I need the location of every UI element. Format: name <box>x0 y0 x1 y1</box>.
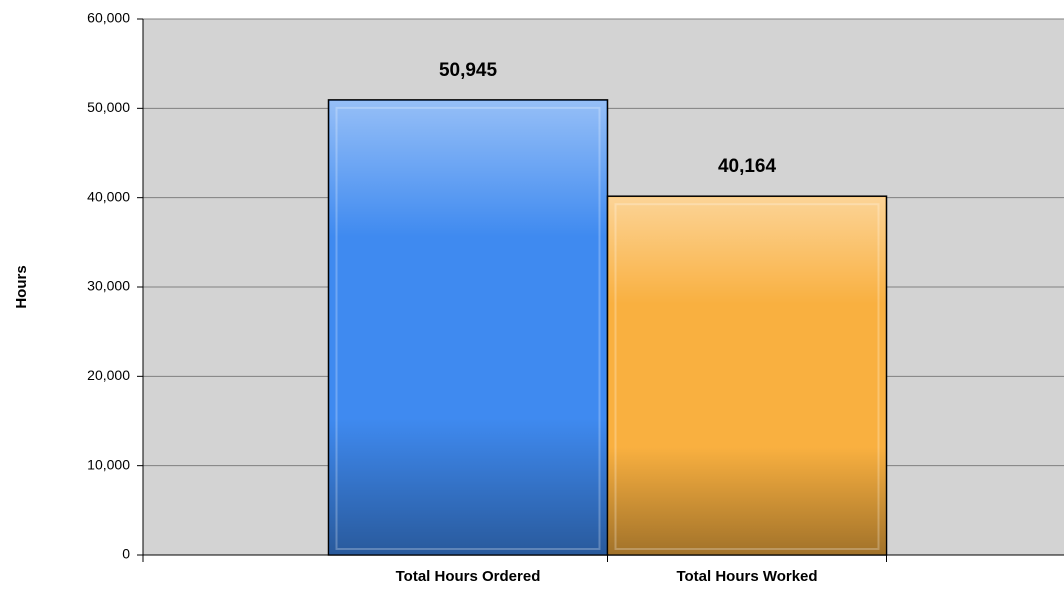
y-tick-label: 30,000 <box>87 278 130 294</box>
y-tick-label: 20,000 <box>87 367 130 383</box>
y-tick-label: 50,000 <box>87 99 130 115</box>
x-tick-label: Total Hours Ordered <box>396 568 541 585</box>
bar-inner <box>335 106 601 551</box>
y-axis-label: Hours <box>13 265 30 308</box>
y-tick-label: 10,000 <box>87 456 130 472</box>
y-tick-label: 40,000 <box>87 188 130 204</box>
value-label: 50,945 <box>439 60 498 81</box>
y-tick-label: 0 <box>122 546 130 562</box>
bar-shine <box>329 100 607 555</box>
value-label: 40,164 <box>718 156 777 177</box>
bar-inner <box>614 203 880 550</box>
y-tick-label: 60,000 <box>87 10 130 26</box>
bar-shine <box>608 197 886 554</box>
x-tick-label: Total Hours Worked <box>676 568 817 585</box>
